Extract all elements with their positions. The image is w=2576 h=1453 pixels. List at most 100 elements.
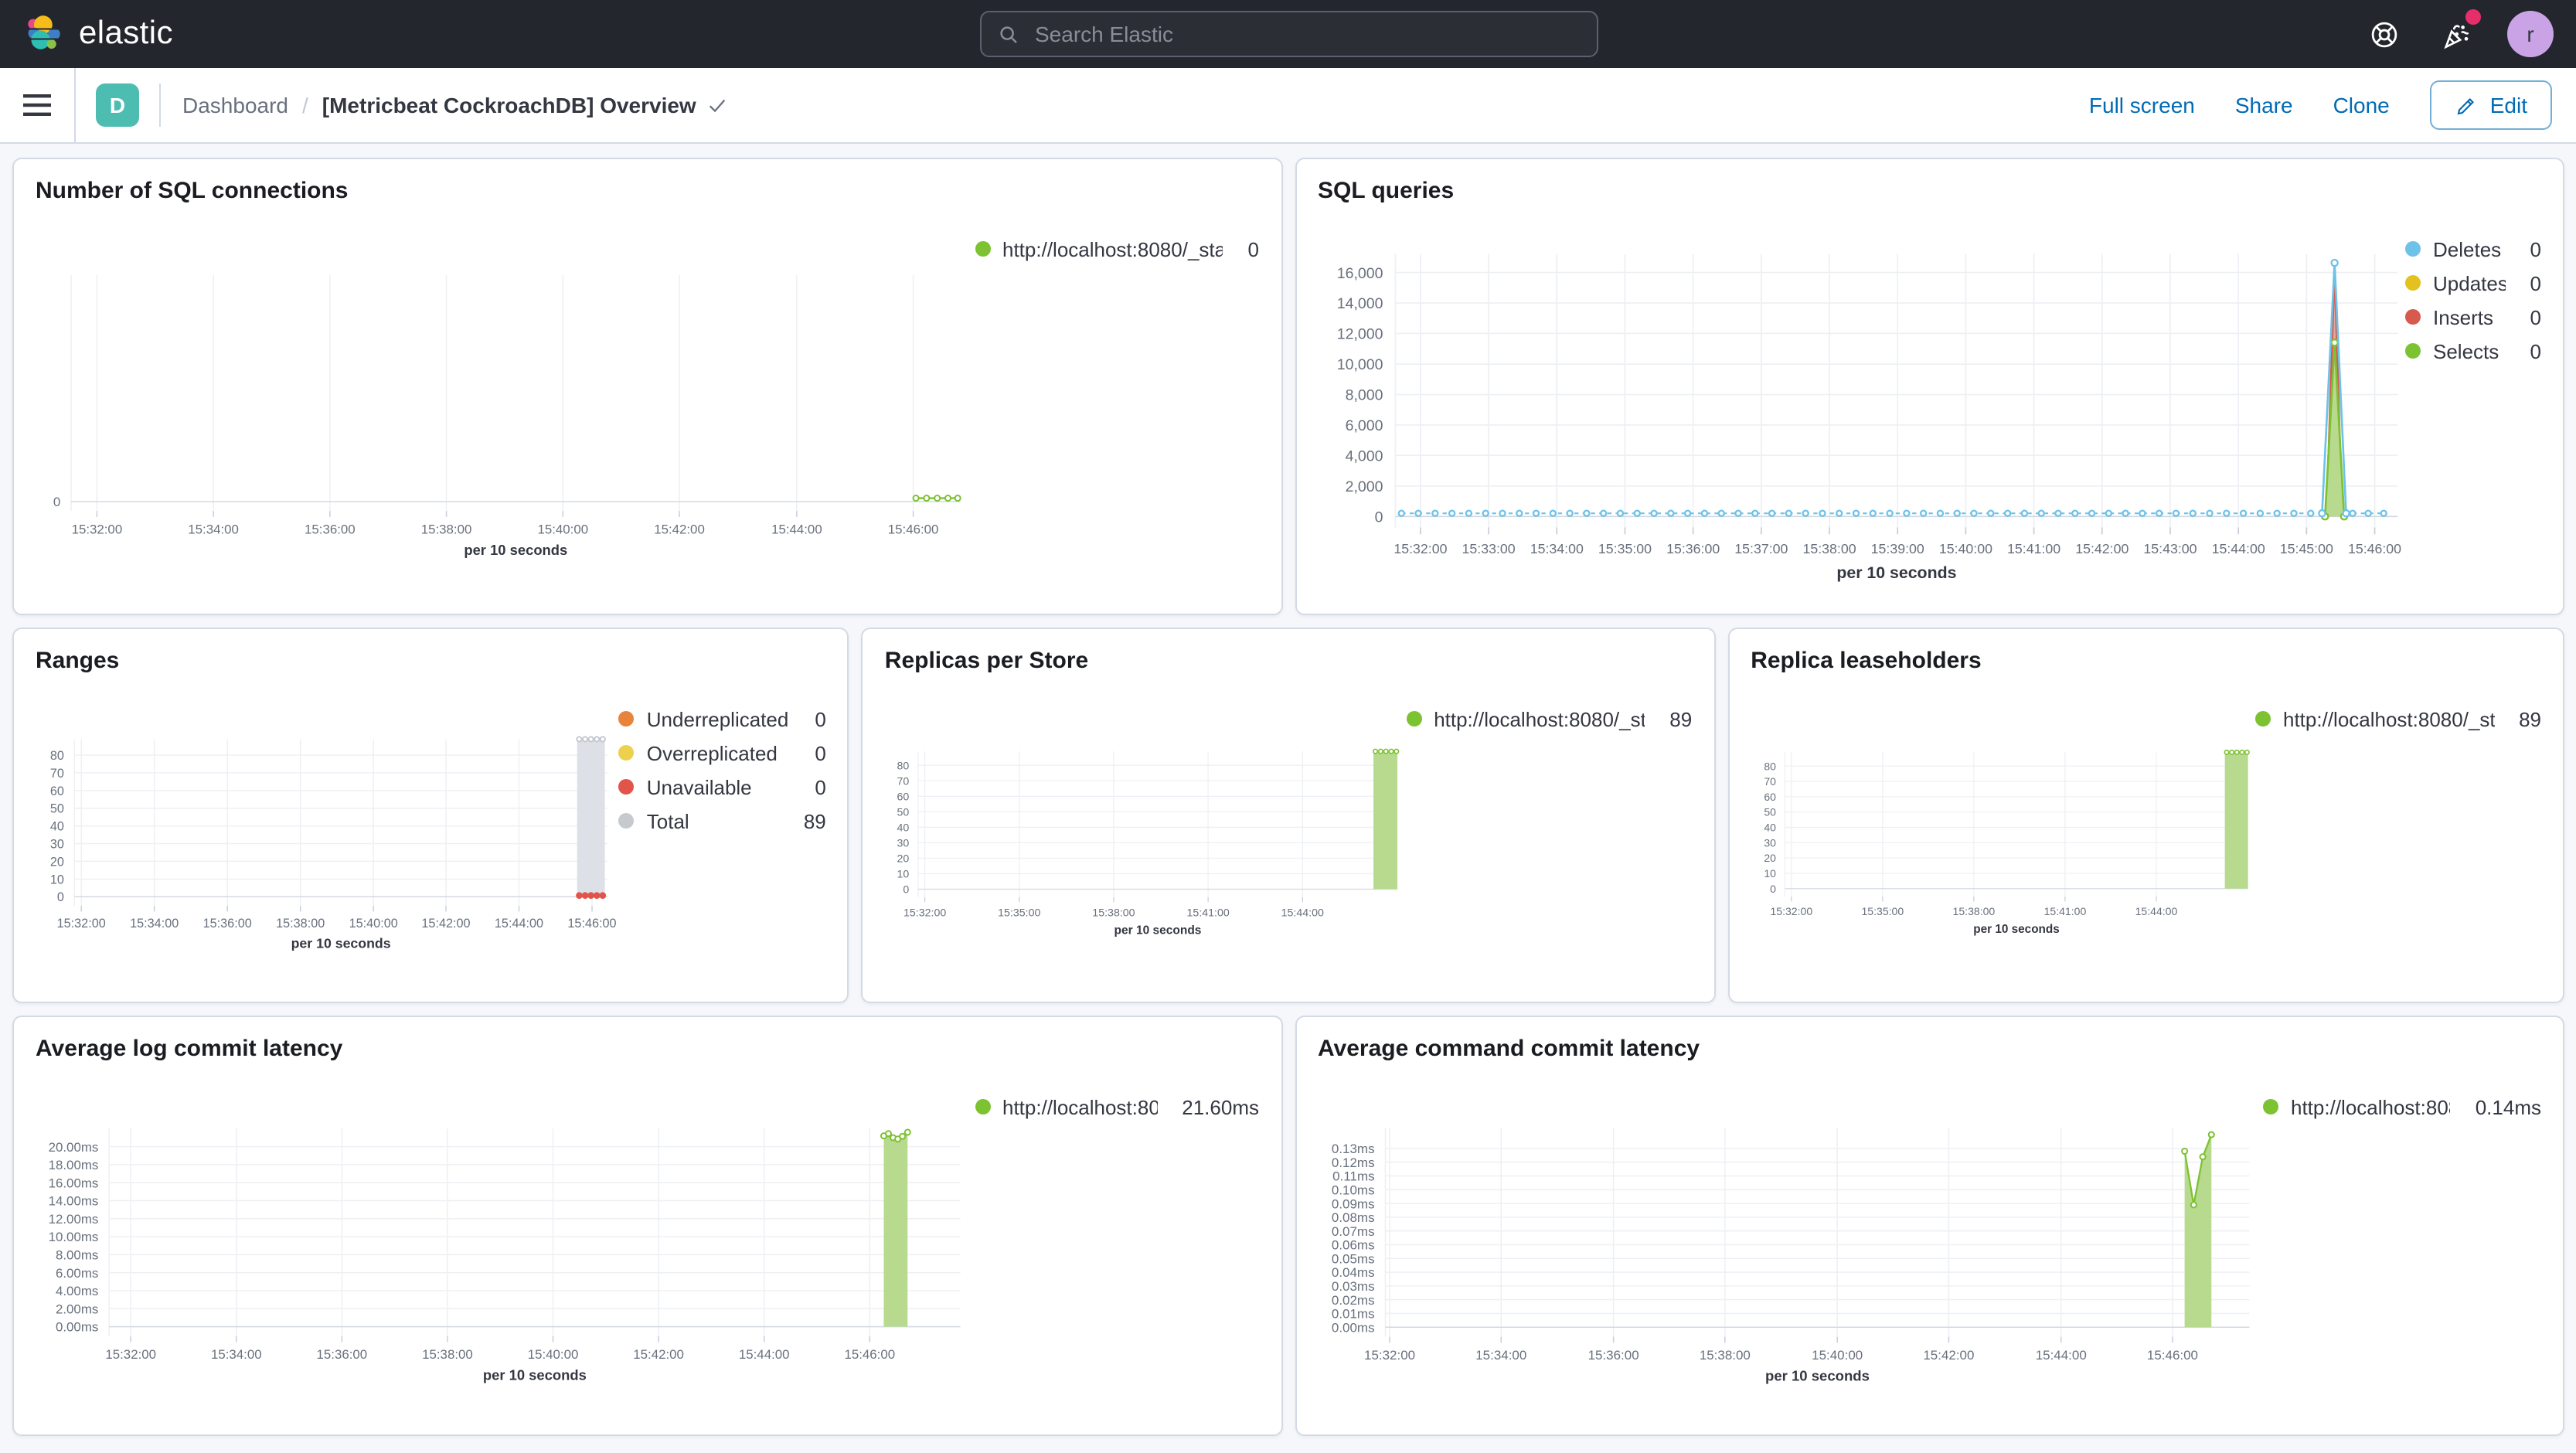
legend-series-value: 0 (815, 775, 826, 798)
svg-text:0.00ms: 0.00ms (1331, 1320, 1374, 1335)
help-button[interactable] (2365, 15, 2402, 53)
svg-text:10: 10 (50, 873, 64, 886)
svg-text:15:44:00: 15:44:00 (495, 917, 543, 931)
svg-text:40: 40 (897, 822, 910, 835)
legend-item[interactable]: http://localhost:8080/_stat... 0 (975, 232, 1259, 266)
full-screen-button[interactable]: Full screen (2088, 93, 2195, 117)
legend-series-dot (618, 779, 635, 795)
legend-series-value: 0 (815, 741, 826, 764)
edit-button[interactable]: Edit (2429, 80, 2552, 130)
svg-text:per 10 seconds: per 10 seconds (1114, 924, 1202, 937)
legend-series-label: http://localhost:8080/_stat... (1002, 237, 1223, 260)
svg-text:12.00ms: 12.00ms (49, 1212, 99, 1227)
svg-text:0.12ms: 0.12ms (1331, 1155, 1374, 1170)
search-input[interactable] (1032, 20, 1581, 48)
breadcrumb-dashboard-link[interactable]: Dashboard (182, 93, 288, 117)
svg-text:15:34:00: 15:34:00 (130, 917, 179, 931)
panel-title[interactable]: Ranges (36, 648, 120, 674)
legend-series-label: Inserts (2433, 305, 2494, 328)
legend-item[interactable]: Overreplicated 0 (618, 736, 826, 770)
svg-text:50: 50 (1764, 806, 1776, 818)
dashboard-badge[interactable]: D (96, 83, 139, 127)
svg-text:15:46:00: 15:46:00 (888, 522, 939, 536)
svg-text:0.04ms: 0.04ms (1331, 1265, 1374, 1280)
svg-text:15:41:00: 15:41:00 (1187, 907, 1230, 919)
legend-item[interactable]: Updates 0 (2405, 266, 2541, 300)
chart-legend: http://localhost:8080/_sta... 89 (2255, 683, 2541, 989)
svg-text:0.08ms: 0.08ms (1331, 1210, 1374, 1225)
legend-item[interactable]: http://localhost:8080... 0.14ms (2263, 1090, 2541, 1124)
legend-series-value: 0.14ms (2475, 1095, 2541, 1118)
svg-text:15:41:00: 15:41:00 (2043, 905, 2086, 917)
chart-legend: http://localhost:8080/_stat... 0 (975, 213, 1259, 601)
panel-title[interactable]: SQL queries (1318, 178, 1455, 204)
legend-series-label: http://localhost:8080/_sta... (2283, 707, 2495, 730)
panel-body: 15:32:00 15:34:00 15:36:00 15:38:00 15:40:00… (1318, 1071, 2541, 1422)
svg-text:8,000: 8,000 (1345, 387, 1383, 404)
legend-series-dot (618, 745, 635, 761)
legend-series-value: 0 (815, 707, 826, 730)
legend-item[interactable]: http://localhost:8080/_sta... 89 (2255, 702, 2541, 736)
global-search[interactable] (979, 11, 1598, 57)
legend-series-label: Deletes (2433, 237, 2502, 260)
chart-legend: Underreplicated 0 Overreplicated 0 Unavailab… (618, 683, 826, 989)
party-popper-icon (2443, 24, 2469, 49)
life-ring-icon (2370, 21, 2397, 47)
svg-text:15:46:00: 15:46:00 (844, 1347, 895, 1362)
panel-title[interactable]: Replicas per Store (884, 648, 1089, 674)
clone-button[interactable]: Clone (2333, 93, 2390, 117)
svg-text:0.13ms: 0.13ms (1331, 1142, 1374, 1156)
legend-item[interactable]: Underreplicated 0 (618, 702, 826, 736)
svg-text:70: 70 (50, 767, 64, 781)
legend-series-value: 21.60ms (1182, 1095, 1259, 1118)
svg-text:0: 0 (53, 495, 60, 509)
svg-text:0.05ms: 0.05ms (1331, 1251, 1374, 1266)
svg-text:per 10 seconds: per 10 seconds (1764, 1368, 1869, 1384)
svg-text:15:36:00: 15:36:00 (1666, 541, 1719, 556)
svg-text:15:38:00: 15:38:00 (422, 1347, 473, 1362)
svg-text:15:42:00: 15:42:00 (1922, 1348, 1973, 1363)
svg-text:15:38:00: 15:38:00 (1093, 907, 1135, 919)
chart-legend: http://localhost:8080/_sta... 89 (1406, 683, 1692, 989)
svg-text:15:42:00: 15:42:00 (2074, 541, 2128, 556)
panel-title[interactable]: Average log commit latency (36, 1036, 343, 1062)
legend-item[interactable]: http://localhost:808... 21.60ms (975, 1090, 1259, 1124)
svg-text:15:39:00: 15:39:00 (1870, 541, 1924, 556)
svg-text:0.07ms: 0.07ms (1331, 1224, 1374, 1239)
svg-text:15:40:00: 15:40:00 (1811, 1348, 1862, 1363)
svg-text:15:40:00: 15:40:00 (537, 522, 588, 536)
legend-series-value: 0 (2530, 237, 2541, 260)
panel-title[interactable]: Number of SQL connections (36, 178, 349, 204)
svg-text:15:38:00: 15:38:00 (1699, 1348, 1750, 1363)
newsfeed-button[interactable] (2436, 9, 2481, 53)
share-button[interactable]: Share (2234, 93, 2293, 117)
header-actions: r (2365, 9, 2576, 57)
svg-text:0.02ms: 0.02ms (1331, 1293, 1374, 1308)
svg-text:15:38:00: 15:38:00 (276, 917, 325, 931)
search-icon (999, 26, 1016, 43)
elastic-logo[interactable]: elastic (0, 14, 198, 54)
legend-item[interactable]: Total 89 (618, 804, 826, 838)
legend-series-label: Updates (2433, 271, 2506, 294)
svg-text:15:38:00: 15:38:00 (1952, 905, 1995, 917)
legend-series-dot (2405, 309, 2421, 325)
svg-text:15:40:00: 15:40:00 (349, 917, 398, 931)
legend-item[interactable]: http://localhost:8080/_sta... 89 (1406, 702, 1692, 736)
dashboard-toolbar: D Dashboard / [Metricbeat CockroachDB] O… (0, 68, 2576, 144)
svg-text:15:42:00: 15:42:00 (633, 1347, 684, 1362)
legend-item[interactable]: Selects 0 (2405, 334, 2541, 368)
svg-text:0.01ms: 0.01ms (1331, 1307, 1374, 1322)
legend-item[interactable]: Unavailable 0 (618, 770, 826, 804)
svg-text:per 10 seconds: per 10 seconds (1836, 563, 1955, 582)
panel-title[interactable]: Replica leaseholders (1751, 648, 1982, 674)
svg-text:15:38:00: 15:38:00 (1802, 541, 1855, 556)
panel-title[interactable]: Average command commit latency (1318, 1036, 1700, 1062)
menu-button[interactable] (0, 68, 76, 142)
legend-item[interactable]: Deletes 0 (2405, 232, 2541, 266)
legend-item[interactable]: Inserts 0 (2405, 300, 2541, 334)
svg-text:4,000: 4,000 (1345, 447, 1383, 464)
svg-text:0.03ms: 0.03ms (1331, 1279, 1374, 1294)
svg-text:12,000: 12,000 (1336, 325, 1383, 342)
user-avatar[interactable]: r (2507, 11, 2554, 57)
chart-number-of-sql-connections: 15:32:00 15:34:00 15:36:00 15:38:00 15:40:00… (53, 274, 961, 558)
